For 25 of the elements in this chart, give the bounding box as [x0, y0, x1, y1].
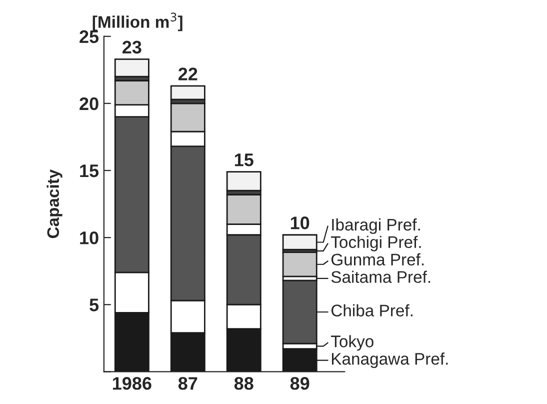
text: [Million m$^{3}$] [92, 12, 182, 32]
legend-label: Gunma Pref. [331, 253, 424, 266]
legend-label: Saitama Pref. [331, 270, 430, 283]
bar [170, 85, 206, 100]
legend-label: Ibaragi Pref. [332, 218, 420, 234]
total-label: 23 [122, 40, 142, 54]
total-label: 15 [234, 154, 254, 166]
legend-label: Tochigi Pref. [330, 236, 421, 252]
bar [226, 171, 262, 192]
x-tick-label: 1986 [112, 377, 152, 390]
y-tick-label: 15 [80, 164, 99, 178]
y-axis-title: Capacity [46, 169, 62, 238]
legend-label: Tokyo [330, 335, 374, 351]
y-tick-label: 25 [80, 30, 99, 44]
legend-label: Chiba Pref. [331, 304, 412, 316]
x-tick-label: 88 [234, 377, 254, 390]
y-tick-label: 20 [80, 97, 98, 110]
legend-label: Kanagawa Pref. [332, 352, 448, 368]
x-tick-label: 87 [178, 377, 198, 390]
y-tick-label: 5 [90, 298, 99, 312]
bar [114, 58, 150, 78]
y-tick-label: 10 [80, 231, 98, 244]
total-label: 10 [290, 216, 310, 230]
total-label: 22 [178, 68, 198, 80]
x-tick-label: 89 [290, 377, 310, 390]
